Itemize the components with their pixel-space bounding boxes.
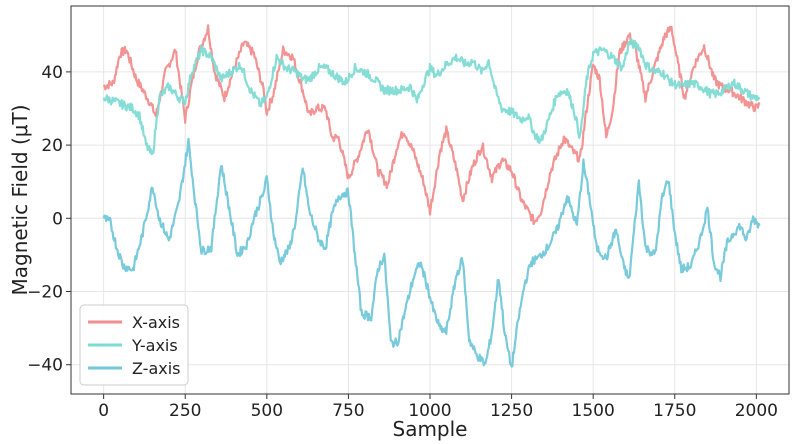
y-tick-label: −20 bbox=[27, 283, 63, 303]
x-axis-title: Sample bbox=[393, 417, 468, 441]
legend-label-y-axis: Y-axis bbox=[131, 336, 178, 355]
legend-label-z-axis: Z-axis bbox=[132, 359, 181, 378]
x-tick-label: 1250 bbox=[490, 401, 533, 421]
y-tick-label: 0 bbox=[52, 209, 63, 229]
x-tick-label: 1750 bbox=[653, 401, 696, 421]
y-axis-ticks: −40 −20 0 20 40 bbox=[27, 63, 71, 376]
y-axis-title: Magnetic Field (μT) bbox=[8, 104, 32, 295]
series-line-x-axis bbox=[102, 24, 761, 226]
x-tick-label: 250 bbox=[169, 401, 201, 421]
y-tick-label: 20 bbox=[41, 136, 63, 156]
legend-box bbox=[79, 304, 189, 386]
x-tick-label: 1500 bbox=[572, 401, 615, 421]
series-line-y-axis bbox=[102, 38, 761, 156]
y-tick-label: 40 bbox=[41, 63, 63, 83]
legend-label-x-axis: X-axis bbox=[132, 313, 180, 332]
x-axis-ticks: 0 250 500 750 1000 1250 1500 1750 2000 bbox=[98, 394, 778, 421]
legend: X-axis Y-axis Z-axis bbox=[79, 304, 189, 386]
series-line-z-axis bbox=[102, 137, 761, 368]
x-tick-label: 0 bbox=[98, 401, 109, 421]
x-tick-label: 2000 bbox=[735, 401, 778, 421]
series-layer bbox=[102, 24, 761, 368]
y-tick-label: −40 bbox=[27, 356, 63, 376]
x-tick-label: 1000 bbox=[408, 401, 451, 421]
x-tick-label: 750 bbox=[332, 401, 364, 421]
x-tick-label: 500 bbox=[251, 401, 283, 421]
